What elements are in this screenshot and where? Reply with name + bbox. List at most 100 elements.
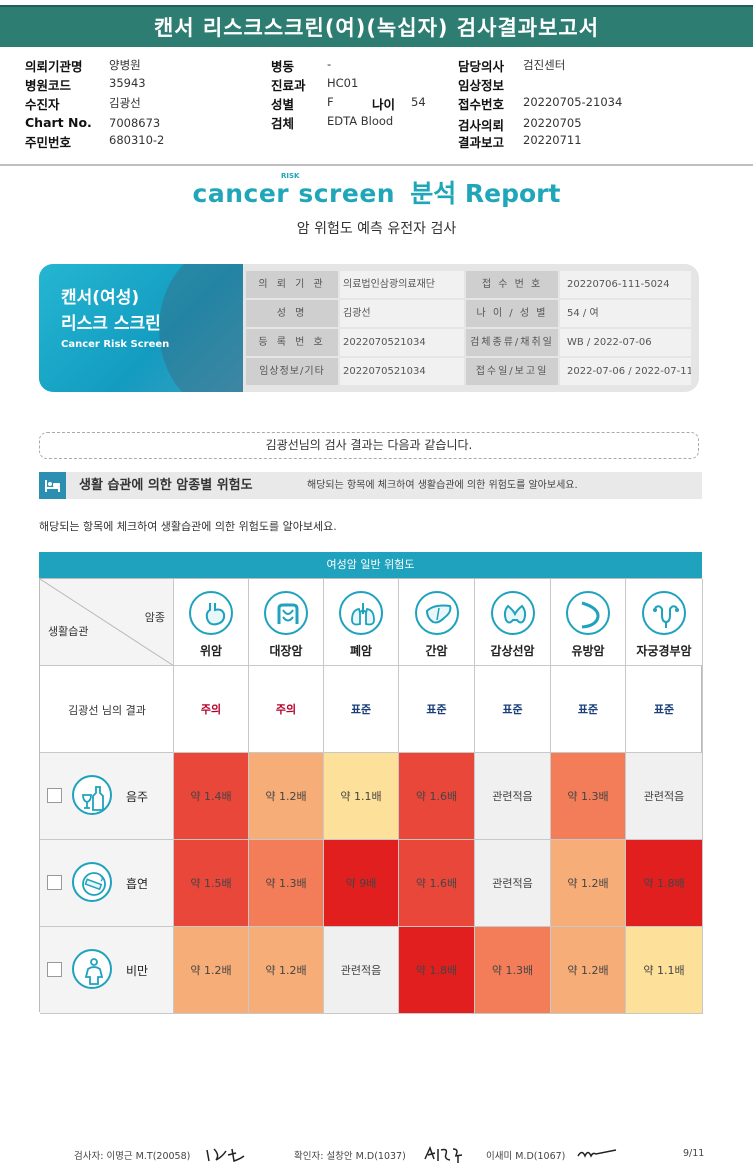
uterus-icon: [642, 591, 686, 635]
breast-icon: [566, 591, 610, 635]
table-corner: 암종 생활습관: [40, 579, 174, 666]
risk-cell: 약 1.1배: [626, 927, 703, 1014]
meta-label: 임상정보: [458, 78, 505, 93]
info-value: 2022-07-06 / 2022-07-11: [560, 358, 691, 385]
report-title: 캔서 리스크스크린(여)(녹십자) 검사결과보고서: [153, 16, 600, 40]
risk-cell: 약 1.2배: [249, 753, 324, 840]
report-footer: 검사자: 이명근 M.T(20058) 확인자: 설창안 M.D(1037) 이…: [0, 1143, 753, 1167]
meta-label: 의뢰기관명: [25, 59, 83, 74]
habit-name: 흡연: [126, 877, 149, 891]
result-row-label: 김광선 님의 결과: [40, 666, 174, 753]
meta-label: 수진자: [25, 97, 60, 112]
risk-mark: RISK: [281, 172, 300, 180]
corner-label-habit: 생활습관: [48, 625, 89, 638]
meta-value: 35943: [109, 76, 146, 90]
cancer-header-cell: 대장암: [249, 579, 324, 666]
meta-value: 20220705: [523, 116, 582, 130]
info-value: 20220706-111-5024: [560, 271, 691, 298]
risk-cell: 약 1.1배: [324, 753, 399, 840]
test-info-card: 캔서(여성) 리스크 스크린 Cancer Risk Screen 의 뢰 기 …: [39, 264, 699, 392]
cancer-name: 유방암: [571, 644, 605, 658]
risk-cell: 약 1.5배: [174, 840, 249, 927]
meta-value: 7008673: [109, 116, 161, 130]
info-key: 등 록 번 호: [246, 329, 338, 356]
banner-decoration: [159, 264, 243, 392]
meta-label: 검체: [271, 116, 295, 131]
confirmer-text: 확인자: 설창안 M.D(1037): [294, 1151, 406, 1162]
banner-title-2: 리스크 스크린: [61, 314, 161, 334]
meta-label: 담당의사: [458, 59, 505, 74]
habit-checkbox[interactable]: [47, 962, 62, 977]
doctor-text: 이새미 M.D(1067): [486, 1151, 566, 1162]
info-row: 임상정보/기타 2022070521034 접수일/보고일 2022-07-06…: [246, 358, 691, 387]
meta-value: HC01: [327, 76, 359, 90]
risk-cell: 약 1.2배: [249, 927, 324, 1014]
page-number: 9/11: [683, 1148, 705, 1159]
result-label: 김광선 님의 결과: [68, 704, 146, 717]
banner-title-1: 캔서(여성): [61, 288, 140, 308]
cancer-header-cell: 간암: [399, 579, 475, 666]
cancer-header-cell: 폐암: [324, 579, 399, 666]
corner-label-cancer: 암종: [144, 611, 165, 624]
habit-name: 음주: [126, 790, 149, 804]
cancer-name: 폐암: [349, 644, 373, 658]
obesity-icon: [72, 949, 112, 989]
meta-value: F: [327, 95, 334, 109]
cancer-result: 표준: [399, 666, 475, 753]
confirmer-signature: [424, 1146, 463, 1163]
risk-cell: 약 1.2배: [551, 927, 626, 1014]
meta-value: 김광선: [109, 96, 141, 110]
result-intro: 김광선님의 검사 결과는 다음과 같습니다.: [39, 432, 699, 459]
meta-value: 20220705-21034: [523, 95, 623, 109]
habit-row-label: 흡연: [40, 840, 174, 927]
cancer-result: 주의: [249, 666, 324, 753]
risk-cell: 약 1.6배: [399, 840, 475, 927]
info-key: 임상정보/기타: [246, 358, 338, 385]
info-row: 성 명 김광선 나 이 / 성 별 54 / 여: [246, 300, 691, 329]
info-value: 2022070521034: [340, 358, 464, 385]
liver-icon: [414, 591, 459, 635]
meta-label: 결과보고: [458, 135, 505, 150]
risk-cell: 약 1.2배: [174, 927, 249, 1014]
meta-label: 나이: [372, 97, 396, 112]
cancer-result: 표준: [475, 666, 551, 753]
habit-row-label: 음주: [40, 753, 174, 840]
risk-cell: 관련적음: [475, 753, 551, 840]
info-value: 김광선: [340, 300, 464, 327]
habit-row-label: 비만: [40, 927, 174, 1014]
habit-name: 비만: [126, 964, 149, 978]
smoking-icon: [72, 862, 112, 902]
habit-checkbox[interactable]: [47, 788, 62, 803]
info-value: 의료법인삼광의료재단: [340, 271, 464, 298]
alcohol-icon: [72, 775, 112, 815]
risk-cell: 약 1.3배: [249, 840, 324, 927]
risk-cell: 관련적음: [324, 927, 399, 1014]
info-value: 2022070521034: [340, 329, 464, 356]
thyroid-icon: [490, 591, 535, 635]
brand-name: cancer screen: [192, 179, 396, 208]
info-key: 검체종류/채취일: [466, 329, 558, 356]
meta-divider: [0, 164, 753, 166]
meta-label: Chart No.: [25, 115, 92, 130]
patient-meta: 의뢰기관명 양병원 병원코드 35943 수진자 김광선 Chart No. 7…: [0, 54, 753, 162]
info-key: 접 수 번 호: [466, 271, 558, 298]
risk-cell: 관련적음: [475, 840, 551, 927]
cancer-result: 표준: [324, 666, 399, 753]
section-heading: 생활 습관에 의한 암종별 위험도: [79, 478, 253, 493]
doctor-signature: [577, 1149, 617, 1158]
section-header: 생활 습관에 의한 암종별 위험도 해당되는 항목에 체크하여 생활습관에 의한…: [39, 472, 702, 499]
section-desc: 해당되는 항목에 체크하여 생활습관에 의한 위험도를 알아보세요.: [307, 480, 578, 491]
risk-cell: 관련적음: [626, 753, 703, 840]
instruction-text: 해당되는 항목에 체크하여 생활습관에 의한 위험도를 알아보세요.: [39, 520, 337, 533]
bed-icon: [39, 472, 66, 499]
cancer-name: 위암: [199, 644, 223, 658]
cancer-header-cell: 위암: [174, 579, 249, 666]
info-key: 접수일/보고일: [466, 358, 558, 385]
card-banner: 캔서(여성) 리스크 스크린 Cancer Risk Screen: [39, 264, 243, 392]
meta-label: 주민번호: [25, 135, 72, 150]
risk-cell: 약 1.3배: [551, 753, 626, 840]
report-title-bar: 캔서 리스크스크린(여)(녹십자) 검사결과보고서: [0, 5, 753, 47]
habit-checkbox[interactable]: [47, 875, 62, 890]
risk-table: 암종 생활습관 김광선 님의 결과 위암 대장암 폐암 간암 갑상선암 유방암 자궁경부암 주…: [39, 578, 703, 1014]
risk-cell: 약 9배: [324, 840, 399, 927]
